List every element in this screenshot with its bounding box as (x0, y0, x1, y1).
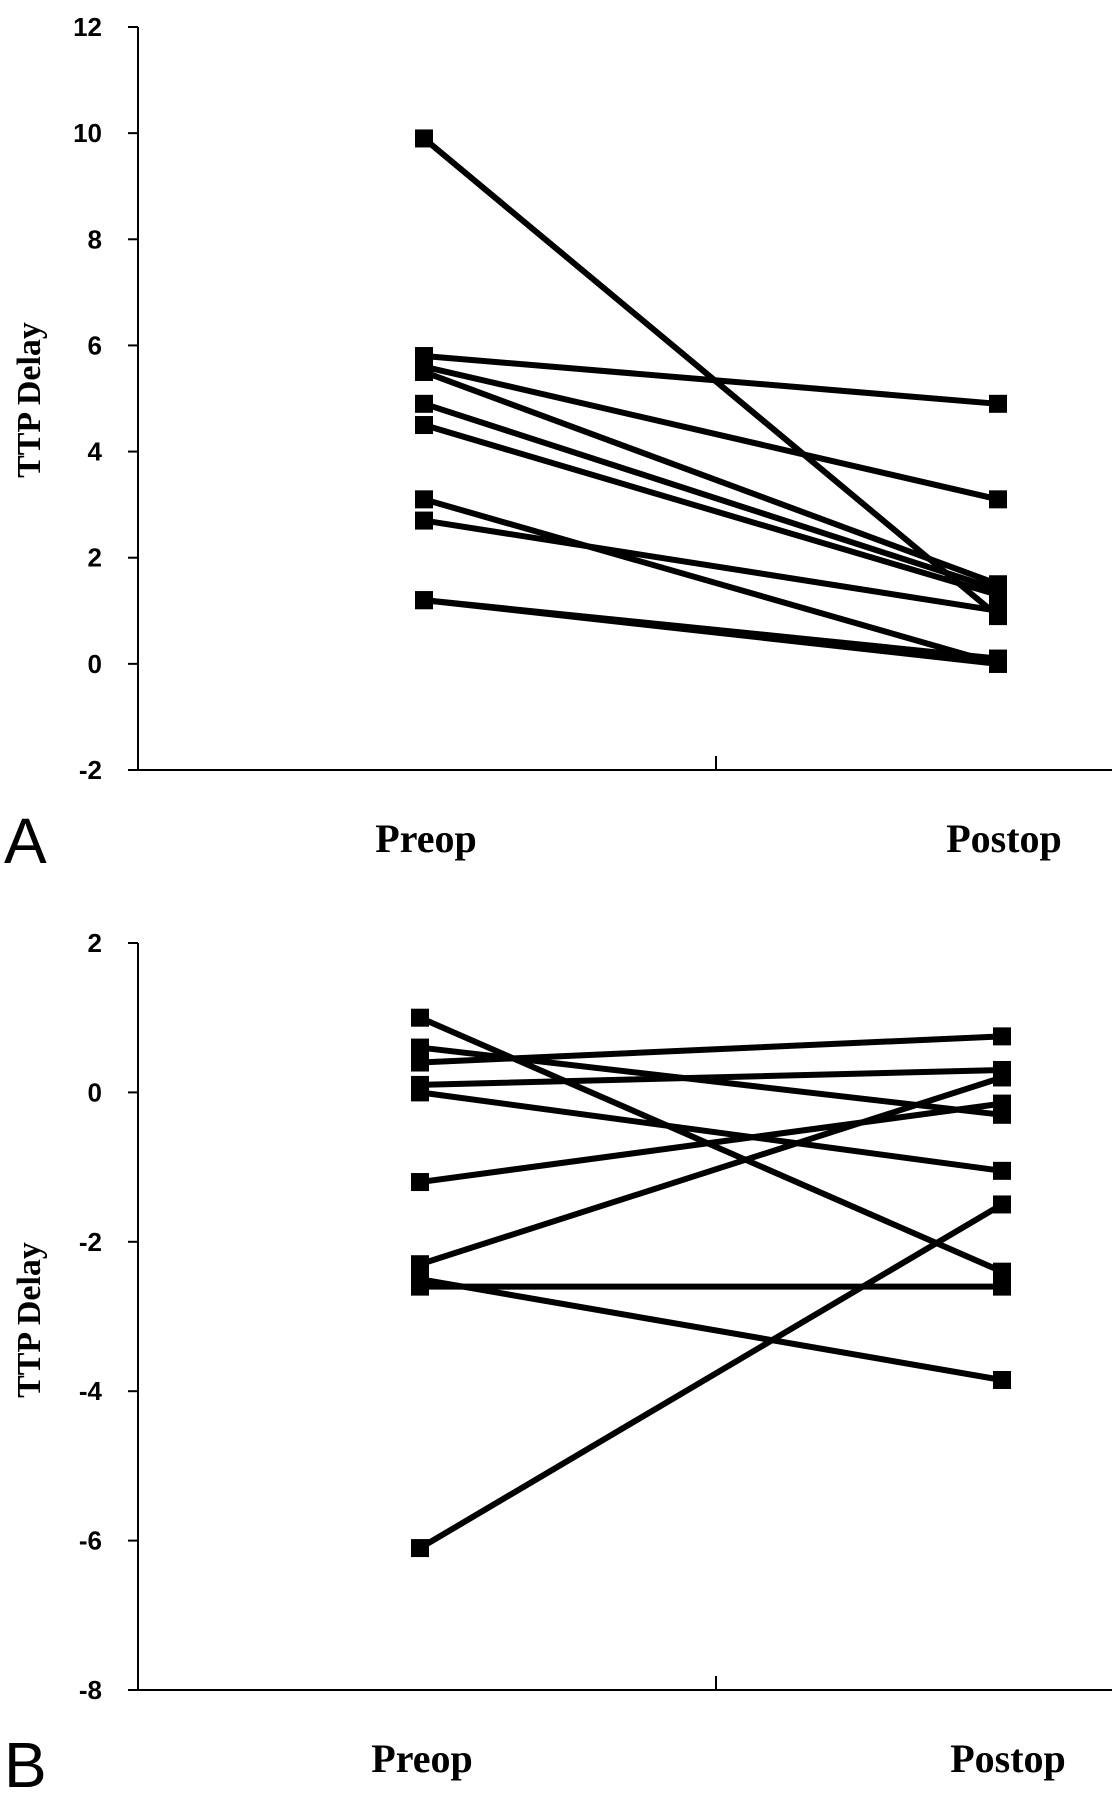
panel-b-category-postop: Postop (950, 1736, 1066, 1781)
panel-a-series-line-3 (421, 363, 1001, 503)
panel-a-marker-10-postop (989, 654, 1007, 673)
panel-b-marker-5-postop (993, 1161, 1011, 1180)
panel-b-marker-2-preop (411, 1038, 429, 1057)
panel-b-y-tick-label: -8 (79, 1675, 102, 1705)
panel-b-marker-5-preop (411, 1083, 429, 1102)
panel-b-marker-10-preop (411, 1539, 429, 1558)
panel-a-series-line-6 (421, 422, 1001, 598)
panel-b-series-line-6 (417, 1100, 1005, 1186)
panel-a-series-line-5 (421, 400, 1001, 593)
panel-b-y-tick-label: -4 (79, 1376, 103, 1406)
panel-a-category-preop: Preop (375, 816, 476, 861)
panel-b-series-line-7 (417, 1074, 1005, 1268)
panel-b-marker-6-preop (411, 1173, 429, 1192)
panel-a-y-axis-title: TTP Delay (11, 322, 48, 478)
panel-a-series-line-4 (421, 368, 1001, 588)
panel-b-y-ticks: 2 0 -2 -4 -6 -8 (79, 928, 138, 1705)
panel-a-marker-10-preop (415, 591, 433, 610)
panel-a-letter: A (4, 805, 47, 877)
panel-b-series-line-10 (417, 1201, 1005, 1552)
panel-b-category-preop: Preop (371, 1736, 472, 1781)
panel-b-y-tick-label: -6 (79, 1526, 102, 1556)
panel-a-y-ticks: 12 10 8 6 4 2 0 -2 (73, 12, 138, 785)
panel-a-y-tick-label: 2 (88, 543, 102, 573)
panel-a-y-tick-label: 0 (88, 649, 102, 679)
panel-a-y-tick-label: 4 (88, 437, 103, 467)
panel-b-series (411, 1008, 1011, 1558)
panel-b-marker-3-postop (993, 1027, 1011, 1046)
panel-b-marker-1-preop (411, 1008, 429, 1027)
panel-a-y-tick-label: 10 (73, 118, 102, 148)
panel-b-marker-9-postop (993, 1277, 1011, 1296)
panel-b-marker-6-postop (993, 1094, 1011, 1113)
panel-a-y-tick-label: 8 (88, 224, 102, 254)
panel-a-series (415, 129, 1007, 673)
panel-b-y-tick-label: 2 (88, 928, 102, 958)
panel-a-category-postop: Postop (946, 816, 1062, 861)
panel-a-marker-6-preop (415, 416, 433, 435)
panel-b-letter: B (4, 1729, 47, 1800)
panel-b-marker-1-postop (993, 1262, 1011, 1281)
panel-b-series-line-8 (417, 1276, 1005, 1383)
panel-a-marker-8-preop (415, 511, 433, 530)
panel-b-marker-9-preop (411, 1277, 429, 1296)
panel-b-y-axis-title: TTP Delay (11, 1242, 48, 1398)
panel-a-marker-1-preop (415, 129, 433, 148)
panel-a-marker-5-preop (415, 394, 433, 413)
panel-a-marker-8-postop (989, 601, 1007, 620)
panel-b-marker-3-preop (411, 1053, 429, 1072)
panel-b-y-tick-label: 0 (88, 1077, 102, 1107)
panel-b-series-line-4 (417, 1066, 1005, 1088)
panel-b-series-line-3 (417, 1033, 1005, 1066)
panel-a-marker-3-postop (989, 490, 1007, 509)
panel-b-marker-7-preop (411, 1255, 429, 1274)
panel-a-series-line-8 (421, 517, 1001, 614)
panel-a-marker-6-postop (989, 585, 1007, 604)
panel-b-chart: 2 0 -2 -4 -6 -8 TTP Delay Preop Postop B (4, 928, 1112, 1800)
panel-a-chart: 12 10 8 6 4 2 0 -2 TTP Delay Preop Postop A (4, 12, 1112, 877)
panel-a-series-line-7 (421, 496, 1001, 667)
panel-a-y-tick-label: 6 (88, 330, 102, 360)
panel-a-y-tick-label: -2 (79, 755, 102, 785)
panel-a-marker-2-postop (989, 394, 1007, 413)
panel-b-marker-10-postop (993, 1195, 1011, 1214)
panel-a-series-line-10 (421, 597, 1001, 667)
panel-b-y-tick-label: -2 (79, 1227, 102, 1257)
panel-a-marker-4-preop (415, 362, 433, 381)
panel-a-y-tick-label: 12 (73, 12, 102, 42)
panel-a-series-line-2 (421, 353, 1001, 407)
panel-b-marker-8-postop (993, 1370, 1011, 1389)
panel-b-series-line-5 (417, 1089, 1005, 1174)
panel-a-marker-7-preop (415, 490, 433, 509)
panel-b-marker-7-postop (993, 1068, 1011, 1087)
